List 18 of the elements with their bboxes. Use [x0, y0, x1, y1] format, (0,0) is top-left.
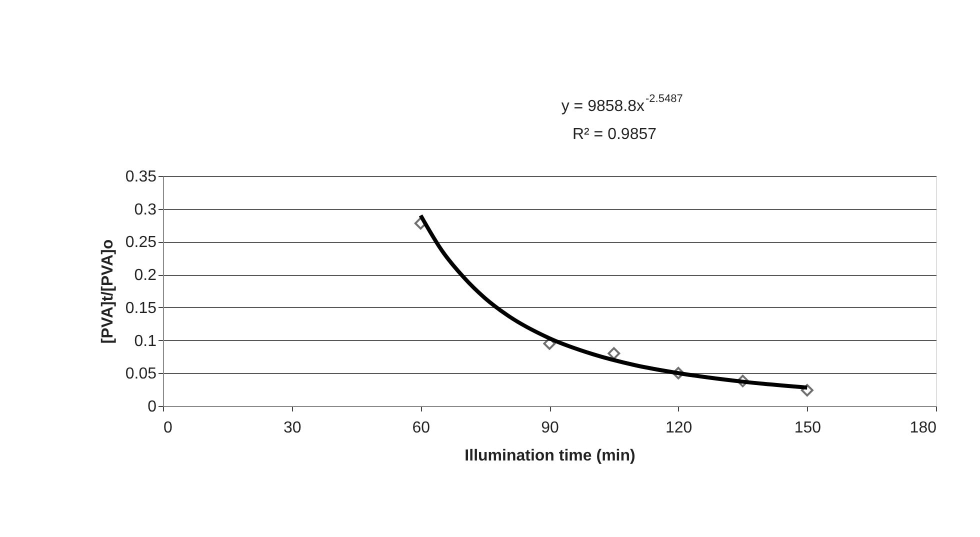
y-tick-label: 0.1	[134, 332, 157, 350]
y-tick-label: 0	[148, 398, 157, 416]
x-tick-label: 180	[910, 420, 937, 436]
text: R² = 0.9857	[572, 126, 657, 143]
x-tick-label: 30	[283, 420, 302, 436]
x-tick-label: 0	[164, 420, 172, 436]
y-tick-label: 0.15	[125, 300, 157, 317]
y-tick-label: 0.2	[134, 267, 157, 284]
y-tick-label: 0.05	[125, 366, 157, 383]
x-tick-label: 120	[665, 420, 692, 436]
x-tick-label: 90	[541, 420, 559, 436]
x-tick-label: 150	[794, 420, 822, 436]
y-axis-title: [PVA]t/[PVA]o	[99, 239, 116, 344]
x-axis-title: Illumination time (min)	[464, 448, 636, 464]
y-tick-label: 0.25	[125, 234, 157, 252]
y-tick-label: 0.3	[134, 201, 157, 218]
y-tick-label: 0.35	[125, 168, 157, 186]
x-tick-label: 60	[412, 420, 430, 436]
